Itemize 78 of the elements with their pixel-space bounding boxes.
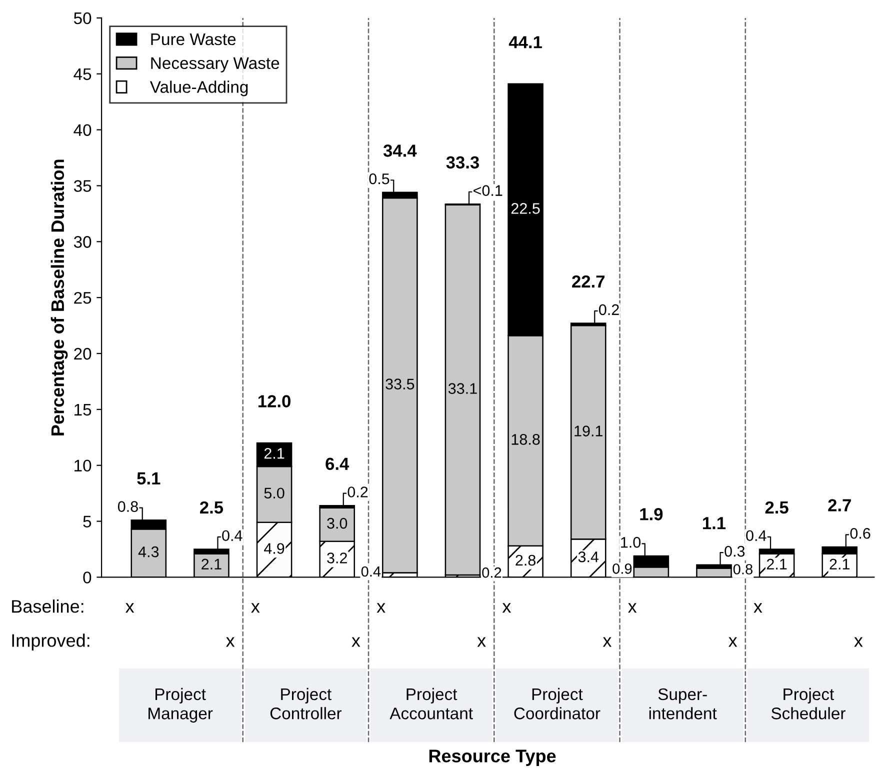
legend-label: Value-Adding xyxy=(150,80,248,96)
data-label: 0.6 xyxy=(850,528,870,539)
y-tick-label: 25 xyxy=(74,292,92,304)
data-label: 2.1 xyxy=(766,558,787,570)
total-label: 2.7 xyxy=(828,499,851,512)
data-label: <0.1 xyxy=(474,185,502,196)
y-tick-label: 5 xyxy=(83,516,92,528)
total-label: 6.4 xyxy=(326,458,350,470)
text: Project Accountant xyxy=(390,688,473,720)
data-label: 18.8 xyxy=(512,434,540,445)
data-label: 3.0 xyxy=(327,518,348,529)
text: x xyxy=(477,637,486,647)
total-label: 44.1 xyxy=(508,36,542,48)
text: Project Scheduler xyxy=(771,688,846,720)
text: x xyxy=(628,603,637,613)
text: Project Controller xyxy=(270,688,342,720)
data-label: 19.1 xyxy=(574,426,602,436)
data-label: 0.2 xyxy=(599,304,619,316)
text: x xyxy=(502,603,512,613)
data-label: 0.9 xyxy=(612,564,632,574)
legend-label: Pure Waste xyxy=(151,34,236,46)
y-tick-label: 35 xyxy=(74,180,92,192)
total-label: 22.7 xyxy=(572,275,604,288)
text: Project Coordinator xyxy=(514,688,600,720)
text: x xyxy=(602,637,612,647)
text: x xyxy=(376,603,386,613)
text: x xyxy=(854,637,863,647)
text: x xyxy=(352,637,360,647)
y-tick-label: 45 xyxy=(74,68,92,80)
data-label: 0.3 xyxy=(724,546,745,557)
data-label: 0.2 xyxy=(348,486,368,498)
text: x xyxy=(251,603,260,613)
y-tick-label: 0 xyxy=(83,572,92,584)
data-label: 2.8 xyxy=(516,554,536,566)
text: Super- intendent xyxy=(649,688,717,720)
data-label: 2.1 xyxy=(202,558,222,570)
y-tick-label: 10 xyxy=(74,460,92,472)
legend-label: Necessary Waste xyxy=(151,57,280,72)
total-label: 2.5 xyxy=(765,501,788,514)
total-label: 33.3 xyxy=(446,156,479,169)
data-label: 5.0 xyxy=(264,488,284,499)
data-label: 0.2 xyxy=(482,567,502,578)
total-label: 5.1 xyxy=(137,472,160,485)
data-label: 4.3 xyxy=(138,546,159,558)
y-tick-label: 20 xyxy=(74,348,92,360)
data-label: 1.0 xyxy=(621,536,641,548)
text: x xyxy=(754,603,762,613)
text: Project Manager xyxy=(148,688,213,723)
total-label: 12.0 xyxy=(258,395,290,408)
data-label: 0.8 xyxy=(733,564,752,574)
total-label: 34.4 xyxy=(383,144,417,157)
y-tick-label: 50 xyxy=(74,12,92,24)
text: x xyxy=(728,637,738,647)
data-label: 0.4 xyxy=(361,566,381,577)
text: x xyxy=(226,637,235,647)
y-tick-label: 15 xyxy=(74,404,92,416)
text: x xyxy=(126,603,134,613)
data-label: 33.1 xyxy=(448,383,477,394)
data-label: 4.9 xyxy=(264,543,284,554)
data-label: 2.1 xyxy=(830,558,850,570)
data-label: 0.4 xyxy=(746,530,766,542)
total-label: 1.1 xyxy=(703,517,726,530)
data-label: 0.8 xyxy=(118,501,138,512)
total-label: 1.9 xyxy=(640,508,663,520)
data-label: 0.5 xyxy=(369,173,390,184)
total-label: 2.5 xyxy=(200,501,224,514)
text: Baseline: xyxy=(12,600,84,613)
y-tick-label: 30 xyxy=(74,236,92,248)
data-label: 2.1 xyxy=(264,448,284,459)
data-label: 3.4 xyxy=(578,551,599,562)
data-label: 3.2 xyxy=(327,552,347,564)
y-tick-label: 40 xyxy=(74,124,92,136)
data-label: 33.5 xyxy=(386,378,414,390)
data-label: 0.4 xyxy=(222,530,242,542)
y-axis-title: Percentage of Baseline Duration xyxy=(50,160,68,436)
text: Resource Type xyxy=(429,750,556,766)
data-label: 22.5 xyxy=(511,203,540,214)
text: Improved: xyxy=(12,634,90,650)
